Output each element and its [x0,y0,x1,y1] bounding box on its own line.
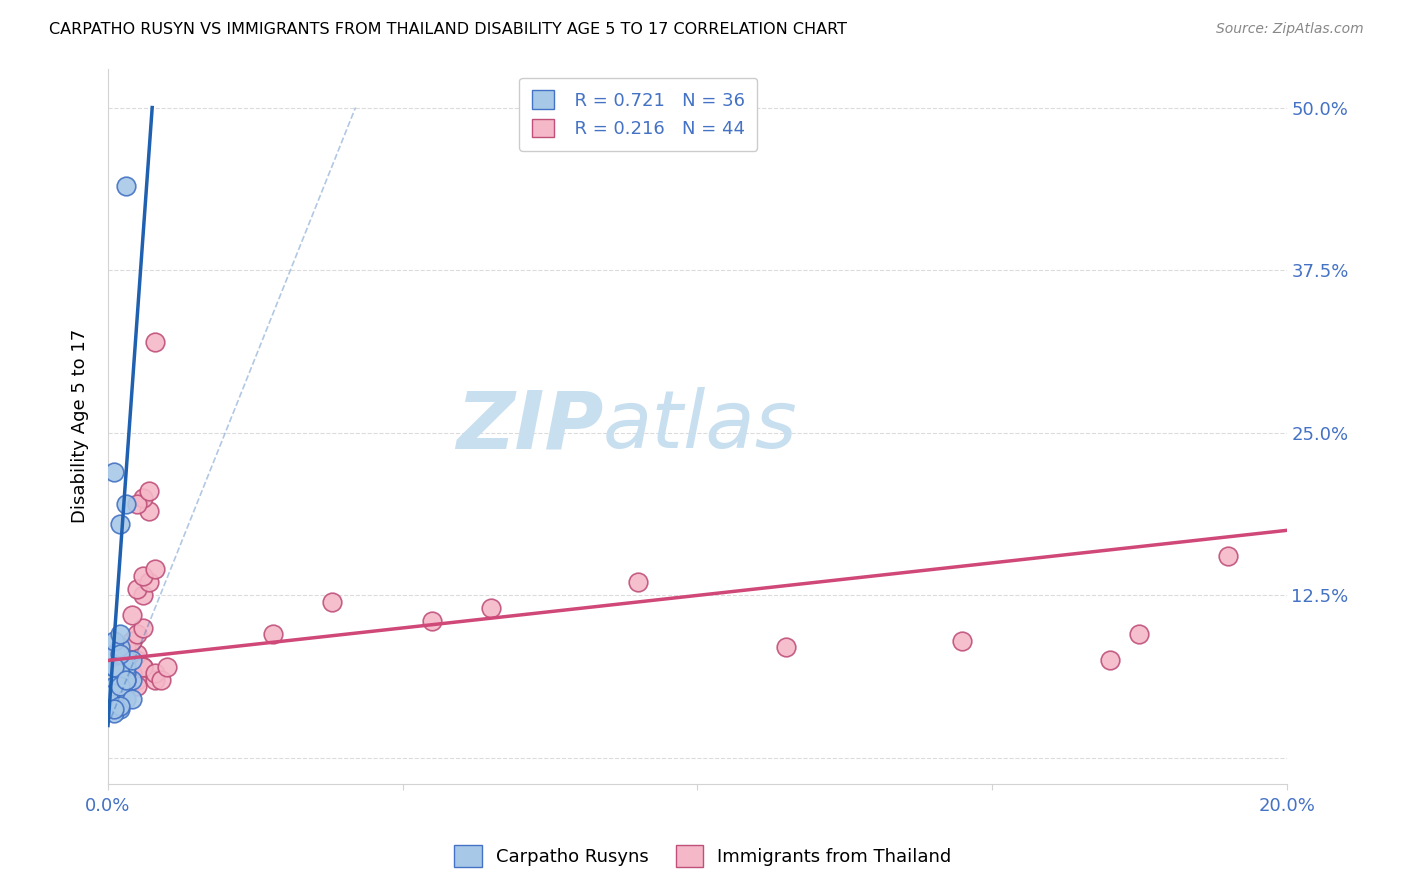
Point [127,673,149,687]
Point [150,673,173,687]
Point [156,660,179,674]
Point [1216,549,1239,564]
Point [121,634,143,648]
Point [127,660,149,674]
Point [775,640,797,655]
Point [108,666,131,681]
Point [103,465,125,479]
Point [1128,627,1150,641]
Point [121,673,143,687]
Point [262,627,284,641]
Point [108,698,131,713]
Point [103,701,125,715]
Point [132,589,155,603]
Point [132,660,155,674]
Point [138,484,160,499]
Text: atlas: atlas [603,387,797,466]
Point [121,692,143,706]
Point [114,680,136,694]
Point [108,686,131,700]
Point [114,692,136,706]
Point [132,491,155,505]
Point [103,634,125,648]
Point [127,627,149,641]
Text: CARPATHO RUSYN VS IMMIGRANTS FROM THAILAND DISABILITY AGE 5 TO 17 CORRELATION CH: CARPATHO RUSYN VS IMMIGRANTS FROM THAILA… [49,22,848,37]
Point [121,673,143,687]
Point [108,627,131,641]
Y-axis label: Disability Age 5 to 17: Disability Age 5 to 17 [72,329,89,524]
Point [108,640,131,655]
Text: Source: ZipAtlas.com: Source: ZipAtlas.com [1216,22,1364,37]
Point [103,680,125,694]
Point [103,701,125,715]
Point [103,692,125,706]
Point [321,595,343,609]
Point [103,660,125,674]
Point [103,686,125,700]
Point [132,569,155,583]
Point [479,601,502,615]
Point [127,647,149,661]
Point [108,516,131,531]
Point [627,575,650,590]
Legend: Carpatho Rusyns, Immigrants from Thailand: Carpatho Rusyns, Immigrants from Thailan… [447,838,959,874]
Point [127,653,149,667]
Point [103,686,125,700]
Point [108,692,131,706]
Point [103,660,125,674]
Point [114,673,136,687]
Point [103,647,125,661]
Legend:   R = 0.721   N = 36,   R = 0.216   N = 44: R = 0.721 N = 36, R = 0.216 N = 44 [519,78,758,151]
Point [127,582,149,596]
Point [138,575,160,590]
Point [108,680,131,694]
Point [143,666,166,681]
Point [138,504,160,518]
Point [121,634,143,648]
Point [114,640,136,655]
Point [1098,653,1121,667]
Point [114,178,136,193]
Point [952,634,974,648]
Point [143,562,166,576]
Point [121,653,143,667]
Point [121,666,143,681]
Point [127,680,149,694]
Point [114,660,136,674]
Point [114,673,136,687]
Point [143,334,166,349]
Point [132,621,155,635]
Point [114,497,136,511]
Point [132,660,155,674]
Point [114,666,136,681]
Point [114,653,136,667]
Point [108,666,131,681]
Point [108,680,131,694]
Point [143,673,166,687]
Point [121,607,143,622]
Point [114,680,136,694]
Point [114,666,136,681]
Point [108,698,131,713]
Point [420,615,443,629]
Text: ZIP: ZIP [456,387,603,466]
Point [114,647,136,661]
Point [132,660,155,674]
Point [108,701,131,715]
Point [127,497,149,511]
Point [103,706,125,720]
Point [108,647,131,661]
